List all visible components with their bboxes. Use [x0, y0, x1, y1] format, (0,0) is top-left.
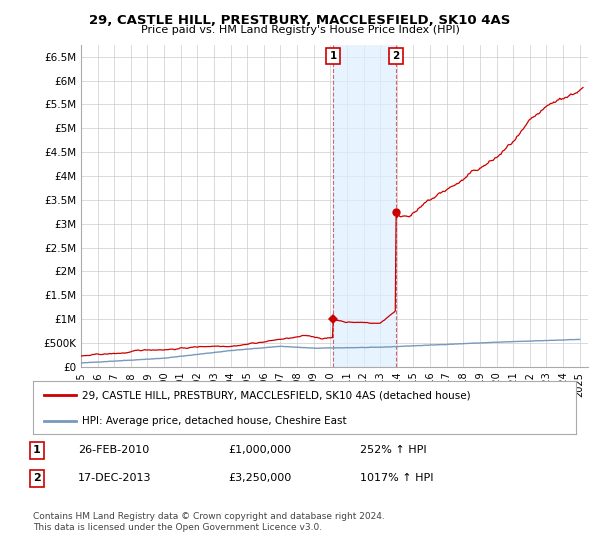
Text: 1: 1: [329, 52, 337, 61]
Bar: [333, 45, 396, 367]
Text: 252% ↑ HPI: 252% ↑ HPI: [360, 445, 427, 455]
Text: £3,250,000: £3,250,000: [228, 473, 291, 483]
Text: HPI: Average price, detached house, Cheshire East: HPI: Average price, detached house, Ches…: [82, 416, 346, 426]
Text: 2: 2: [392, 52, 400, 61]
Text: 2: 2: [33, 473, 41, 483]
Text: 1017% ↑ HPI: 1017% ↑ HPI: [360, 473, 433, 483]
Text: 29, CASTLE HILL, PRESTBURY, MACCLESFIELD, SK10 4AS (detached house): 29, CASTLE HILL, PRESTBURY, MACCLESFIELD…: [82, 390, 470, 400]
Text: Price paid vs. HM Land Registry's House Price Index (HPI): Price paid vs. HM Land Registry's House …: [140, 25, 460, 35]
Text: 26-FEB-2010: 26-FEB-2010: [78, 445, 149, 455]
Text: £1,000,000: £1,000,000: [228, 445, 291, 455]
Text: Contains HM Land Registry data © Crown copyright and database right 2024.
This d: Contains HM Land Registry data © Crown c…: [33, 512, 385, 532]
Text: 17-DEC-2013: 17-DEC-2013: [78, 473, 151, 483]
Text: 1: 1: [33, 445, 41, 455]
Text: 29, CASTLE HILL, PRESTBURY, MACCLESFIELD, SK10 4AS: 29, CASTLE HILL, PRESTBURY, MACCLESFIELD…: [89, 14, 511, 27]
